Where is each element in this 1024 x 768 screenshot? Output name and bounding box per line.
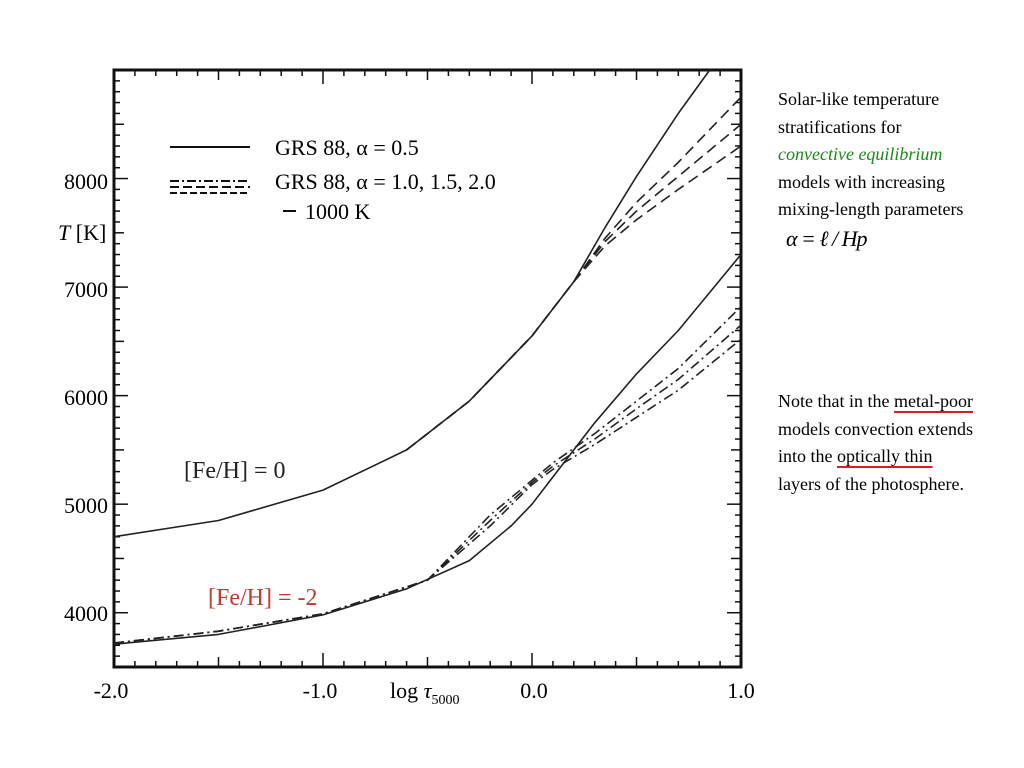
temperature-chart: 8000 7000 6000 5000 4000 T [K] -2.0 -1.0…: [58, 68, 755, 708]
series-line-1-dashed: [406, 96, 742, 451]
note-solar-like: Solar-like temperature stratifications f…: [778, 86, 978, 254]
annotation-feh-m2: [Fe/H] = -2: [208, 585, 318, 611]
ytick-label-8000: 8000: [64, 169, 108, 194]
legend: GRS 88, α = 0.5 GRS 88, α = 1.0, 1.5, 2.…: [170, 135, 496, 224]
note2-text-e: layers of the photosphere.: [778, 473, 964, 494]
xtick-label-1: 1.0: [727, 678, 755, 703]
x-axis-label: log τ5000: [390, 678, 460, 708]
series-line-7-dashdot: [113, 338, 742, 644]
ytick-label-4000: 4000: [64, 601, 108, 626]
ytick-label-7000: 7000: [64, 277, 108, 302]
legend-label-solid: GRS 88, α = 0.5: [275, 135, 419, 160]
note1-green-text: convective equilibrium: [778, 144, 943, 164]
note2-underlined-optically-thin: optically thin: [837, 446, 933, 466]
note-metal-poor: Note that in the metal-poor models conve…: [778, 388, 978, 498]
xtick-label-0: 0.0: [520, 678, 548, 703]
axis-ticks: [113, 69, 742, 667]
ytick-label-5000: 5000: [64, 493, 108, 518]
series-layer: [113, 69, 742, 645]
series-line-0-solid: [113, 69, 711, 538]
ytick-label-6000: 6000: [64, 385, 108, 410]
annotation-feh-0: [Fe/H] = 0: [184, 458, 286, 484]
series-line-4-solid: [113, 253, 742, 645]
mixing-length-formula: α = ℓ / Hp: [786, 225, 868, 251]
legend-label-tick: 1000 K: [305, 199, 371, 224]
note2-underlined-metal-poor: metal-poor: [893, 391, 973, 411]
note2-text-a: Note that in the: [778, 391, 890, 411]
note1-text-1: Solar-like temperature stratifications f…: [778, 89, 940, 137]
series-line-3-dashed: [406, 145, 742, 451]
xtick-label-m2: -2.0: [94, 678, 129, 703]
y-axis-label: T [K]: [58, 220, 106, 245]
xtick-label-m1: -1.0: [303, 678, 338, 703]
note1-text-2: models with increasing mixing-length par…: [778, 171, 964, 220]
note2-text-c: models convection extends into the: [778, 418, 973, 467]
legend-label-dashed: GRS 88, α = 1.0, 1.5, 2.0: [275, 169, 496, 194]
